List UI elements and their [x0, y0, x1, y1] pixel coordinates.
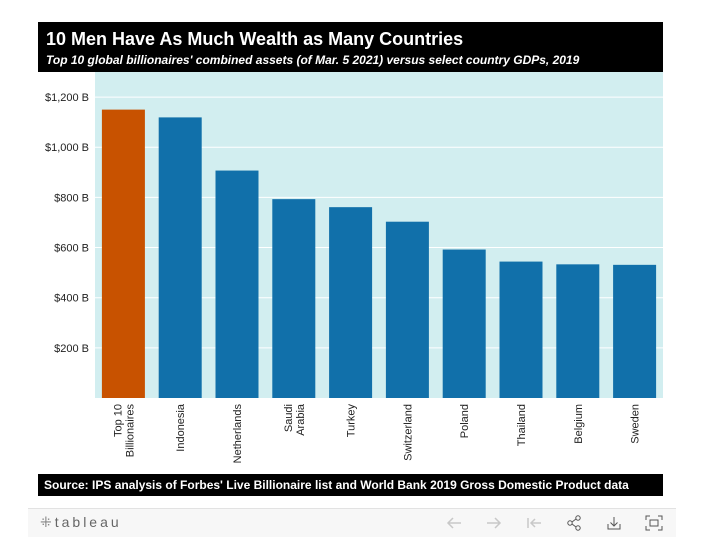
bar[interactable] — [556, 264, 600, 398]
bar[interactable] — [101, 109, 145, 398]
x-axis-labels: Top 10 Billionaires Indonesia Netherlands Sa… — [112, 403, 641, 463]
x-category-label-line: Turkey — [346, 404, 358, 438]
bar[interactable] — [385, 221, 429, 398]
undo-icon[interactable] — [443, 513, 465, 533]
source-text: Source: IPS analysis of Forbes' Live Bil… — [44, 478, 629, 492]
bar[interactable] — [158, 117, 202, 399]
bars — [101, 109, 657, 399]
tableau-logo[interactable]: ⁜ tableau — [40, 514, 122, 531]
x-category-label: Indonesia — [175, 403, 187, 452]
source-note: Source: IPS analysis of Forbes' Live Bil… — [38, 474, 663, 496]
x-category-label-line: Billionaires — [124, 404, 136, 458]
bar[interactable] — [215, 170, 259, 398]
x-category-label: Top 10 Billionaires — [112, 404, 136, 458]
x-category-label: Netherlands — [232, 404, 244, 464]
x-category-label-line: Poland — [459, 404, 471, 438]
y-tick-label: $1,000 B — [45, 142, 89, 154]
tableau-toolbar: ⁜ tableau — [28, 508, 676, 537]
bar[interactable] — [329, 207, 373, 398]
x-category-label-line: Sweden — [630, 404, 642, 444]
bar[interactable] — [613, 264, 657, 398]
bar-chart: $200 B $400 B $600 B $800 B $1,000 B $1,200 B… — [45, 72, 663, 463]
y-tick-label: $400 B — [54, 293, 89, 305]
chart-header: 10 Men Have As Much Wealth as Many Count… — [38, 22, 663, 72]
x-category-label-line: Belgium — [573, 404, 585, 444]
y-tick-label: $200 B — [54, 343, 89, 355]
bar[interactable] — [272, 199, 316, 398]
x-category-label: Saudi Arabia — [283, 403, 307, 436]
chart-subtitle: Top 10 global billionaires' combined ass… — [46, 53, 580, 67]
x-category-label-line: Indonesia — [175, 403, 187, 452]
fullscreen-icon[interactable] — [643, 513, 665, 533]
y-tick-label: $800 B — [54, 192, 89, 204]
x-category-label-line: Top 10 — [112, 404, 124, 437]
x-category-label: Poland — [459, 404, 471, 438]
share-icon[interactable] — [563, 513, 585, 533]
y-tick-label: $600 B — [54, 243, 89, 255]
bar[interactable] — [499, 261, 543, 398]
x-category-label-line: Netherlands — [232, 404, 244, 464]
x-category-label-line: Arabia — [295, 403, 307, 436]
bar[interactable] — [442, 249, 486, 398]
redo-icon[interactable] — [483, 513, 505, 533]
chart-title: 10 Men Have As Much Wealth as Many Count… — [46, 29, 464, 49]
x-category-label: Turkey — [346, 404, 358, 438]
tableau-logo-text: tableau — [54, 514, 122, 530]
y-tick-label: $1,200 B — [45, 92, 89, 104]
y-axis-ticks: $200 B $400 B $600 B $800 B $1,000 B $1,200 B — [45, 92, 89, 355]
x-category-label-line: Thailand — [516, 404, 528, 446]
x-category-label: Belgium — [573, 404, 585, 444]
revert-icon[interactable] — [523, 513, 545, 533]
tableau-logo-icon: ⁜ — [40, 514, 52, 530]
download-icon[interactable] — [603, 513, 625, 533]
x-category-label: Switzerland — [402, 404, 414, 461]
x-category-label-line: Saudi — [283, 404, 295, 432]
x-category-label: Sweden — [630, 404, 642, 444]
x-category-label: Thailand — [516, 404, 528, 446]
x-category-label-line: Switzerland — [402, 404, 414, 461]
